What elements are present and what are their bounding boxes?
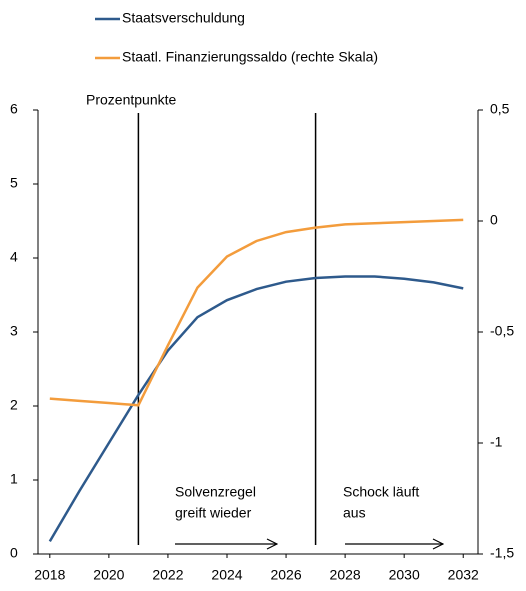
x-tick-label: 2030 xyxy=(389,567,420,583)
y-tick-label: 0 xyxy=(10,545,18,561)
x-tick-label: 2018 xyxy=(34,567,65,583)
y-tick-label: 4 xyxy=(10,249,18,265)
annotation: Solvenzregel xyxy=(175,484,256,500)
x-tick-label: 2020 xyxy=(93,567,124,583)
legend-label: Staatl. Finanzierungssaldo (rechte Skala… xyxy=(122,49,378,65)
y-tick-label: 2 xyxy=(10,397,18,413)
x-tick-label: 2032 xyxy=(448,567,479,583)
x-tick-label: 2028 xyxy=(330,567,361,583)
y-tick-label: 5 xyxy=(10,175,18,191)
y2-tick-label: -0,5 xyxy=(490,323,514,339)
x-tick-label: 2026 xyxy=(270,567,301,583)
legend-label: Staatsverschuldung xyxy=(122,10,245,26)
annotation: greift wieder xyxy=(175,505,252,521)
annotation: Schock läuft xyxy=(343,484,419,500)
x-tick-label: 2022 xyxy=(152,567,183,583)
y2-tick-label: 0 xyxy=(490,212,498,228)
y2-tick-label: -1 xyxy=(490,434,503,450)
annotation: aus xyxy=(343,505,366,521)
y-tick-label: 1 xyxy=(10,471,18,487)
x-tick-label: 2024 xyxy=(211,567,242,583)
y-tick-label: 6 xyxy=(10,101,18,117)
y-tick-label: 3 xyxy=(10,323,18,339)
y2-tick-label: -1,5 xyxy=(490,545,514,561)
y-axis-label: Prozentpunkte xyxy=(86,92,176,108)
y2-tick-label: 0,5 xyxy=(490,101,510,117)
series-line xyxy=(49,218,464,407)
series-line xyxy=(48,275,464,543)
